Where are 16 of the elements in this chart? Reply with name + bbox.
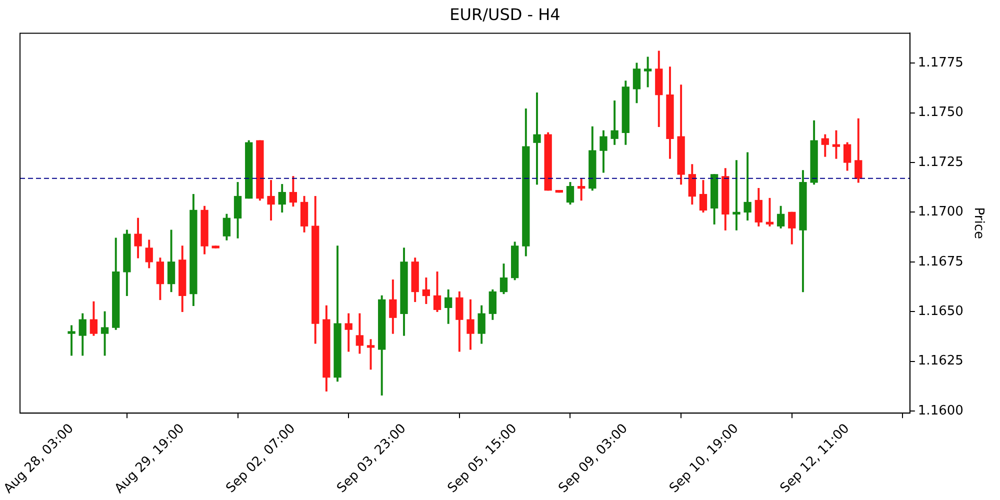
y-tick-label: 1.1675 bbox=[918, 254, 964, 270]
candlestick bbox=[644, 56, 652, 88]
y-tick-label: 1.1750 bbox=[918, 105, 964, 120]
candlestick bbox=[533, 92, 541, 185]
chart-title: EUR/USD - H4 bbox=[450, 4, 560, 24]
candlestick bbox=[766, 198, 774, 226]
y-tick-label: 1.1775 bbox=[918, 55, 964, 70]
y-axis-title: Price bbox=[970, 207, 986, 239]
y-tick-label: 1.1700 bbox=[918, 204, 964, 220]
y-tick-label: 1.1725 bbox=[918, 154, 964, 170]
y-tick-label: 1.1625 bbox=[918, 354, 964, 369]
candlestick bbox=[732, 160, 740, 230]
y-tick-label: 1.1650 bbox=[918, 304, 964, 320]
candlestick bbox=[832, 130, 840, 159]
y-tick-label: 1.1600 bbox=[918, 403, 964, 418]
candlestick bbox=[68, 325, 76, 356]
